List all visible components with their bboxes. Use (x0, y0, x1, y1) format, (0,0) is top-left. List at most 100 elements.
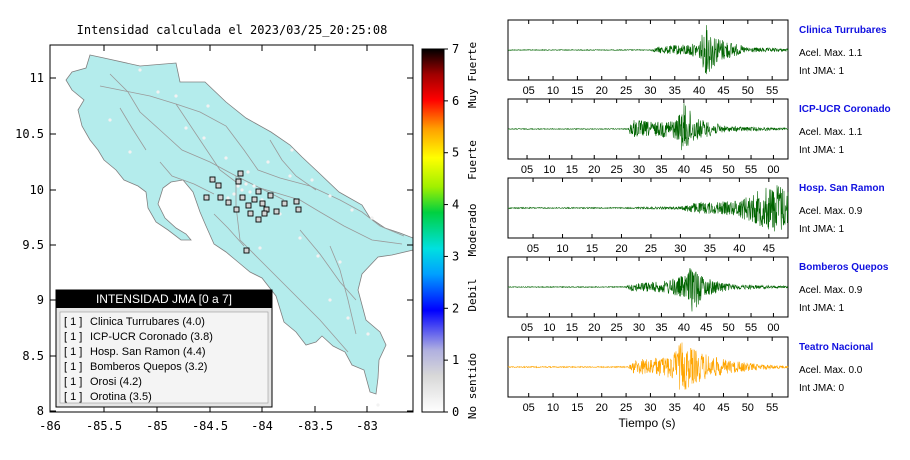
legend-entry-jma: [ 1 ] (64, 376, 82, 388)
station-max-accel: Acel. Max. 0.9 (799, 206, 863, 217)
time-tick-label: 40 (693, 402, 705, 414)
time-tick-label: 15 (571, 402, 583, 414)
colorbar-tick-label: 5 (452, 146, 459, 160)
legend-entry-station: Orosi (4.2) (90, 376, 142, 388)
time-tick-label: 30 (633, 322, 645, 334)
colorbar-category-label: Muy Fuerte (466, 42, 479, 108)
seismogram-trace (507, 268, 789, 312)
lon-tick-labels: -86 -85.5 -85 -84.5 -84 -83.5 -83 (39, 419, 378, 433)
time-tick-label: 35 (669, 402, 681, 414)
time-tick-label: 25 (611, 322, 623, 334)
map-title: Intensidad calculada el 2023/03/25_20:25… (77, 23, 388, 37)
time-tick-label: 35 (669, 85, 681, 97)
seismogram-panels: 05 10 15 20 25 30 35 40 45 50 55 Clinica Turrubares… (507, 19, 891, 414)
time-tick-label: 30 (633, 164, 645, 176)
lon-tick-label: -86 (39, 419, 61, 433)
legend-entry-station: Hosp. San Ramon (4.4) (90, 346, 206, 358)
colorbar-category-label: No sentido (466, 353, 479, 419)
time-tick-label: 05 (521, 322, 533, 334)
lat-tick-label: 11 (30, 71, 44, 85)
time-tick-label: 00 (767, 164, 779, 176)
seismogram-icp-ucr-coronado: 05 10 15 20 25 30 35 40 45 50 55 00 ICP-UCR Coronado… (507, 98, 891, 176)
station-name: ICP-UCR Coronado (799, 104, 891, 115)
station-max-accel: Acel. Max. 0.9 (799, 285, 863, 296)
legend-entry-jma: [ 1 ] (64, 346, 82, 358)
time-tick-label: 05 (521, 164, 533, 176)
time-tick-label: 20 (596, 85, 608, 97)
time-tick-label: 40 (678, 164, 690, 176)
station-max-accel: Acel. Max. 1.1 (799, 48, 863, 59)
colorbar-category-label: Fuerte (466, 140, 479, 180)
lon-tick-label: -83.5 (297, 419, 333, 433)
seismogram-trace (507, 25, 789, 75)
time-tick-label: 50 (742, 402, 754, 414)
seismogram-trace (507, 103, 789, 151)
time-tick-label: 50 (723, 164, 735, 176)
time-tick-label: 55 (766, 402, 778, 414)
time-tick-label: 25 (645, 243, 657, 255)
time-tick-label: 25 (620, 85, 632, 97)
lon-tick-label: -84 (251, 419, 273, 433)
station-name: Hosp. San Ramon (799, 183, 885, 194)
legend-entry-jma: [ 1 ] (64, 331, 82, 343)
legend-title: INTENSIDAD JMA [0 a 7] (96, 292, 232, 306)
time-tick-label: 10 (547, 85, 559, 97)
background-stations (108, 68, 380, 407)
station-jma-intensity: Int JMA: 0 (799, 383, 844, 394)
time-tick-label: 30 (644, 402, 656, 414)
map-frame (49, 44, 414, 413)
intensity-legend: INTENSIDAD JMA [0 a 7] [ 1 ] Clinica Turr… (55, 289, 273, 408)
seismogram-bomberos-quepos: 05 10 15 20 25 30 35 40 45 50 55 00 Bomberos Quepos A… (507, 256, 889, 334)
lat-tick-labels: 11 10.5 10 9.5 9 8.5 8 (15, 71, 44, 418)
time-tick-label: 45 (763, 243, 775, 255)
legend-entry-station: Clinica Turrubares (4.0) (90, 316, 205, 328)
time-tick-label: 20 (596, 402, 608, 414)
time-tick-label: 40 (693, 85, 705, 97)
time-tick-label: 45 (700, 164, 712, 176)
colorbar-tick-label: 6 (452, 94, 459, 108)
time-tick-label: 45 (700, 322, 712, 334)
seismogram-hosp-san-ramon: 05 10 15 20 25 30 35 40 45 Hosp. San Ramon Acel. M… (507, 177, 885, 255)
time-tick-label: 35 (704, 243, 716, 255)
time-tick-label: 15 (571, 85, 583, 97)
time-tick-label: 15 (586, 243, 598, 255)
time-tick-label: 05 (523, 402, 535, 414)
lat-tick-label: 9 (37, 293, 44, 307)
colorbar-tick-label: 4 (452, 198, 459, 212)
time-tick-label: 20 (588, 322, 600, 334)
time-tick-label: 40 (733, 243, 745, 255)
time-tick-label: 20 (588, 164, 600, 176)
time-tick-label: 10 (543, 164, 555, 176)
time-tick-label: 50 (723, 322, 735, 334)
colorbar-category-label: Moderado (466, 204, 479, 257)
lon-tick-label: -84.5 (192, 419, 228, 433)
time-tick-label: 25 (611, 164, 623, 176)
lat-tick-label: 8 (37, 404, 44, 418)
lat-tick-label: 9.5 (22, 238, 44, 252)
time-tick-label: 50 (742, 85, 754, 97)
colorbar-gradient (421, 48, 445, 413)
lat-tick-label: 10.5 (15, 127, 44, 141)
station-max-accel: Acel. Max. 1.1 (799, 127, 863, 138)
lon-tick-label: -85 (146, 419, 168, 433)
seismogram-teatro-nacional: 05 10 15 20 25 30 35 40 45 50 55 Teatro Nacional Ace… (507, 336, 873, 414)
time-tick-label: 00 (767, 322, 779, 334)
time-tick-label: 25 (620, 402, 632, 414)
legend-entry-station: ICP-UCR Coronado (3.8) (90, 331, 213, 343)
seismogram-trace (507, 185, 789, 232)
lat-tick-label: 10 (30, 183, 44, 197)
time-tick-label: 35 (655, 322, 667, 334)
legend-entry-jma: [ 1 ] (64, 361, 82, 373)
time-tick-label: 45 (717, 85, 729, 97)
colorbar-tick-label: 3 (452, 249, 459, 263)
legend-entry-jma: [ 1 ] (64, 316, 82, 328)
intensity-stations (203, 170, 302, 254)
time-tick-label: 05 (523, 85, 535, 97)
time-tick-label: 10 (556, 243, 568, 255)
road-network (99, 73, 405, 353)
station-name: Bomberos Quepos (799, 262, 889, 273)
time-tick-label: 45 (717, 402, 729, 414)
station-name: Clinica Turrubares (799, 25, 887, 36)
time-tick-label: 15 (566, 164, 578, 176)
